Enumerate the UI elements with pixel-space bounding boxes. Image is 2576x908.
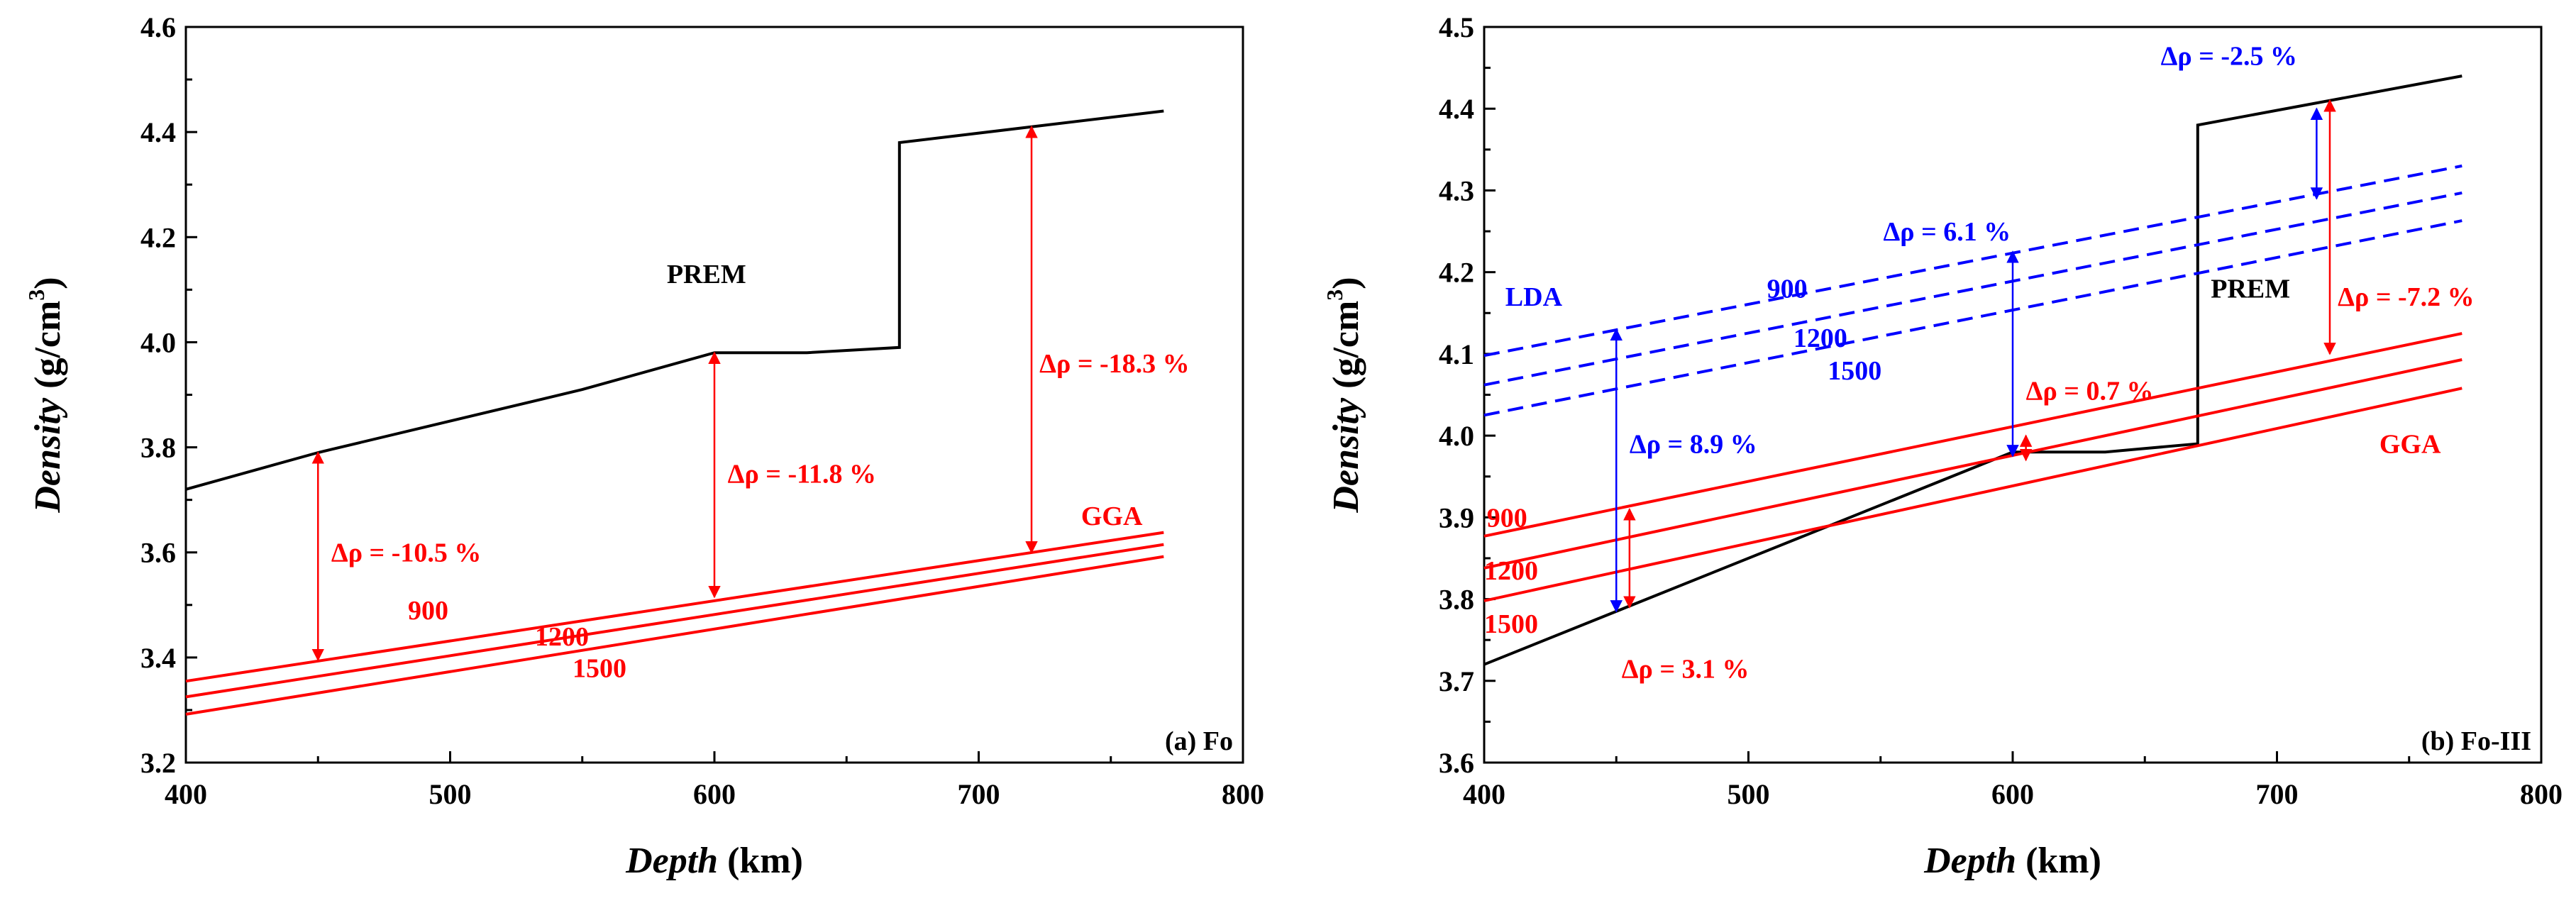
- panel-b-x-axis-label: Depth (km): [1923, 841, 2101, 881]
- panel-b-x-tick-label: 800: [2520, 778, 2563, 810]
- panel-b-annotation: Δρ = -2.5 %: [2161, 41, 2297, 71]
- panel-b-y-tick-label: 3.9: [1439, 502, 1474, 533]
- panel-a-fo: 400 500 600 700 800 3.2 3.4 3.6 3.8 4.0 4.2 4.4 4.6 P…: [23, 11, 1264, 881]
- panel-b-series-gga-1200: [1483, 358, 2462, 570]
- panel-b-y-tick-label: 3.8: [1439, 584, 1474, 616]
- panel-b-y-tick-label: 3.7: [1439, 665, 1474, 697]
- panel-a-annotation: PREM: [667, 260, 746, 289]
- panel-a-annotation: GGA: [1081, 502, 1143, 531]
- panel-b-annotation: GGA: [2379, 430, 2441, 460]
- panel-a-series-prem: [185, 109, 1164, 491]
- panel-a-annotation: Δρ = -11.8 %: [728, 460, 876, 489]
- panel-a-y-tick-label: 4.2: [140, 221, 176, 253]
- panel-a-y-tick-label: 3.4: [140, 642, 176, 674]
- panel-b-x-tick-label: 500: [1728, 778, 1770, 810]
- panel-b-annotation: 1500: [1828, 356, 1881, 386]
- panel-b-annotation: 1500: [1484, 609, 1538, 639]
- panel-b-annotation: Δρ = 3.1 %: [1622, 654, 1749, 684]
- panel-b-annotation: 900: [1767, 275, 1808, 304]
- panel-a-y-tick-label: 4.4: [140, 116, 176, 148]
- panel-a-annotation: 1500: [573, 654, 626, 684]
- panel-a-y-axis-label: Density (g/cm3): [23, 277, 68, 513]
- panel-b-y-tick-label: 4.0: [1439, 420, 1474, 452]
- panel-b-x-tick-label: 400: [1463, 778, 1505, 810]
- panel-b-x-tick-label: 600: [1991, 778, 2034, 810]
- panel-b-x-tick-label: 700: [2256, 778, 2299, 810]
- panel-b-y-tick-label: 4.2: [1439, 257, 1474, 289]
- panel-b-series-lda-1500: [1483, 219, 2462, 417]
- panel-b-series-gga-900: [1483, 332, 2462, 538]
- panel-b-annotation: Δρ = 6.1 %: [1883, 217, 2011, 247]
- panel-a-x-tick-label: 500: [429, 778, 472, 810]
- panel-a-panel-label: (a) Fo: [1165, 726, 1233, 756]
- panel-a-x-tick-label: 600: [693, 778, 736, 810]
- panel-b-fo-iii: 400 500 600 700 800 3.6 3.7 3.8 3.9 4.0 4.1 4.2 4.3 4…: [1322, 11, 2563, 881]
- panel-b-annotation: Δρ = 0.7 %: [2026, 377, 2154, 406]
- panel-b-annotation: Δρ = -7.2 %: [2338, 282, 2474, 312]
- panel-a-series-900: [185, 531, 1164, 683]
- panel-a-y-tick-label: 3.2: [140, 747, 176, 779]
- panel-a-annotation: Δρ = -10.5 %: [331, 538, 481, 568]
- panel-a-y-tick-label: 4.0: [140, 326, 176, 358]
- panel-a-y-tick-label: 3.6: [140, 537, 176, 569]
- panel-b-y-tick-label: 4.4: [1439, 93, 1474, 125]
- panel-a-annotation: Δρ = -18.3 %: [1039, 349, 1189, 379]
- panel-a-series-1500: [185, 555, 1164, 716]
- panel-b-annotation: LDA: [1505, 282, 1563, 312]
- panel-a-y-tick-label: 4.6: [140, 11, 176, 43]
- panel-b-y-axis-label: Density (g/cm3): [1322, 277, 1366, 513]
- panel-b-y-tick-label: 4.3: [1439, 175, 1474, 206]
- panel-a-x-tick-label: 800: [1222, 778, 1264, 810]
- panel-b-annotation: PREM: [2211, 275, 2290, 304]
- panel-b-y-tick-label: 3.6: [1439, 747, 1474, 779]
- panel-b-panel-label: (b) Fo-III: [2421, 726, 2531, 756]
- panel-b-annotation: 900: [1487, 503, 1527, 533]
- panel-b-annotation: Δρ = 8.9 %: [1630, 430, 1757, 460]
- panel-a-annotation: 900: [408, 596, 448, 626]
- panel-b-series-gga-1500: [1483, 387, 2462, 602]
- panel-a-y-tick-label: 3.8: [140, 432, 176, 464]
- panel-b-annotation: 1200: [1793, 323, 1847, 353]
- panel-b-series-lda-900: [1483, 164, 2462, 358]
- panel-a-x-tick-label: 400: [165, 778, 207, 810]
- panel-b-y-tick-label: 4.1: [1439, 338, 1474, 370]
- panel-a-x-axis-label: Depth (km): [625, 841, 803, 881]
- panel-b-series-lda-1200: [1483, 191, 2462, 387]
- panel-a-series-1200: [185, 543, 1164, 699]
- panel-a-annotation: 1200: [535, 622, 589, 652]
- panel-b-series-prem: [1483, 74, 2462, 666]
- panel-a-x-tick-label: 700: [958, 778, 1000, 810]
- panel-b-annotation: 1200: [1484, 556, 1538, 586]
- panel-b-y-tick-label: 4.5: [1439, 11, 1474, 43]
